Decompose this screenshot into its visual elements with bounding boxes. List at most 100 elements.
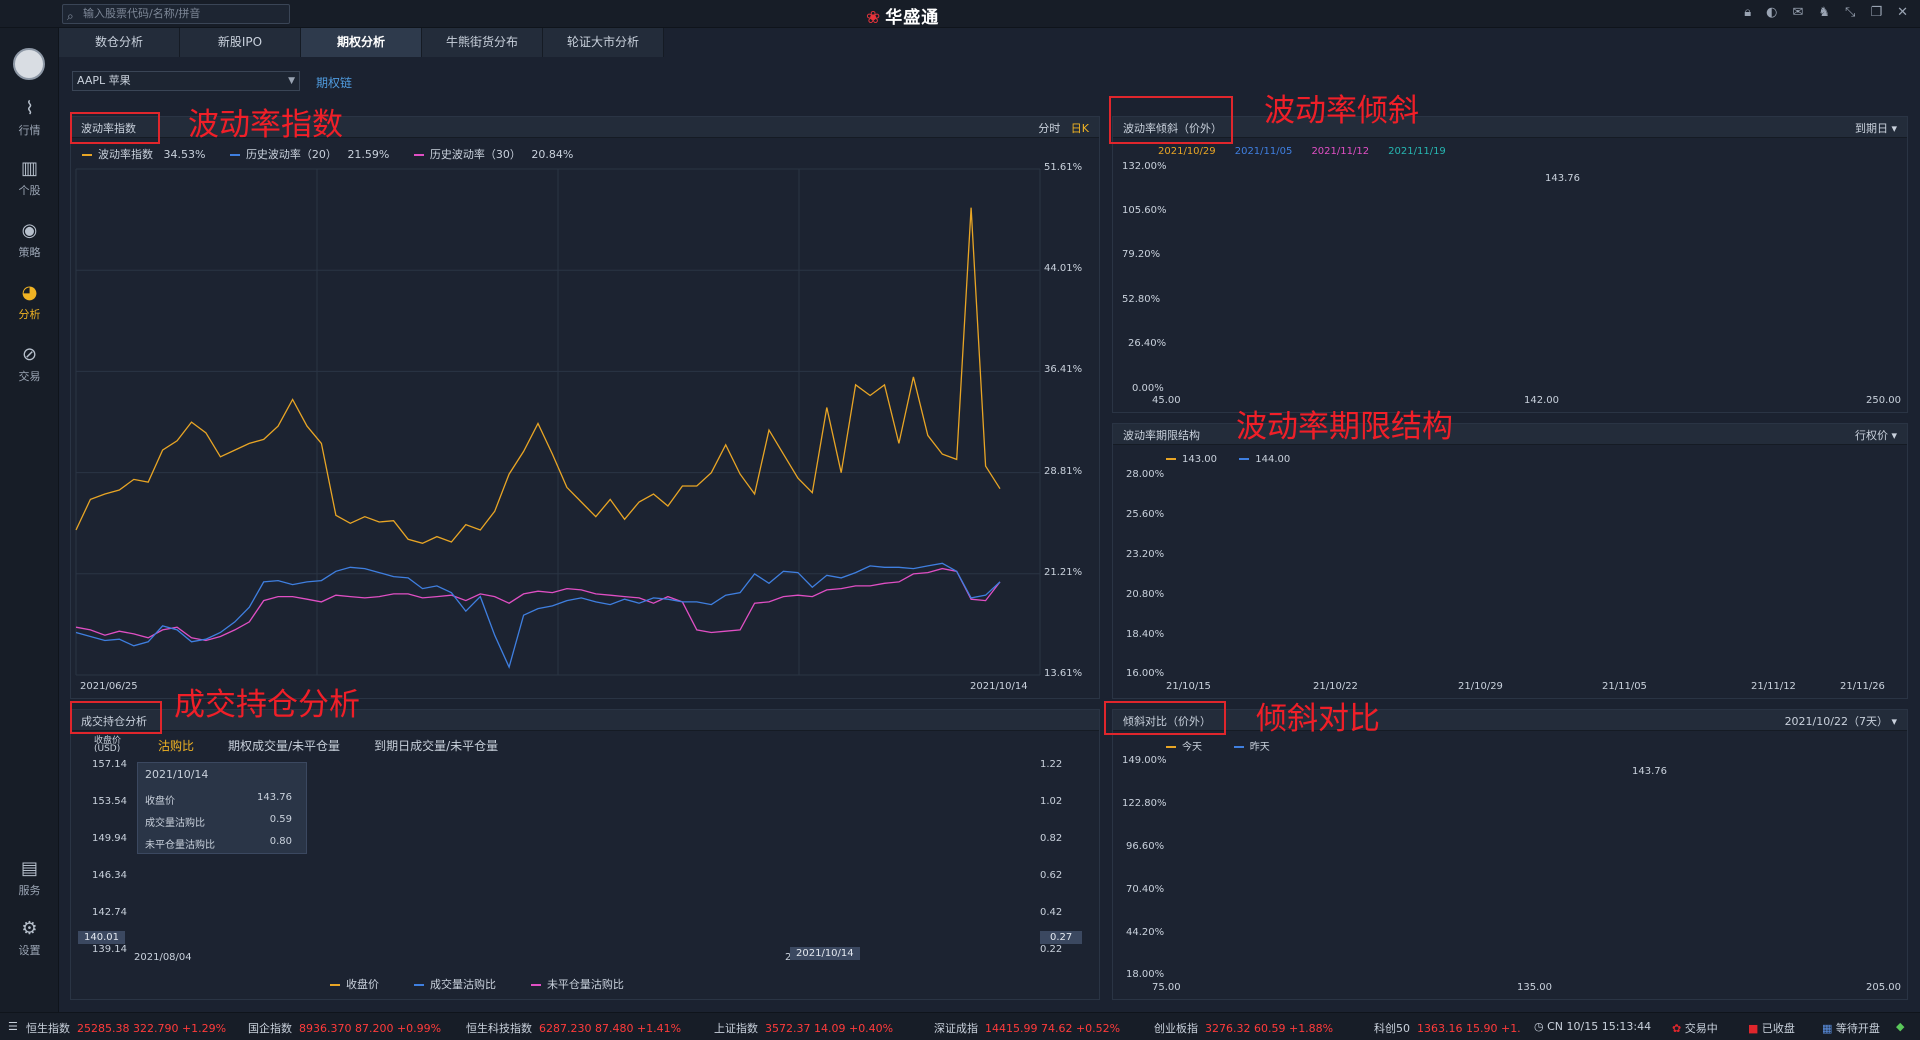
index-hscei[interactable]: 国企指数 8936.370 87.200 +0.99% — [248, 1020, 441, 1036]
skew-compare-title: 倾斜对比（价外） — [1123, 715, 1211, 728]
index-name: 科创50 — [1374, 1022, 1410, 1035]
tab-warehouse[interactable]: 数仓分析 — [59, 28, 180, 57]
expiry-dropdown[interactable]: 到期日 ▾ — [1855, 120, 1897, 136]
option-chain-link[interactable]: 期权链 — [316, 76, 353, 90]
restore-icon[interactable]: ❐ — [1870, 5, 1883, 20]
y-tick: 28.81% — [1044, 466, 1083, 477]
period-day-button[interactable]: 日K — [1070, 122, 1089, 135]
shrink-icon[interactable]: ⤡ — [1845, 5, 1856, 20]
index-hstech[interactable]: 恒生科技指数 6287.230 87.480 +1.41% — [466, 1020, 681, 1036]
shirt-icon[interactable]: ♞ — [1818, 5, 1831, 20]
avatar[interactable] — [13, 48, 45, 80]
sidebar-item-stock[interactable]: ▥ 个股 — [0, 158, 59, 198]
index-value: 3572.37 14.09 +0.40% — [765, 1022, 894, 1035]
volume-title: 成交持仓分析 — [81, 715, 147, 728]
sidebar-item-service[interactable]: ▤ 服务 — [0, 858, 59, 898]
menu-icon[interactable]: ☰ — [8, 1020, 18, 1033]
x-tick: 142.00 — [1524, 395, 1559, 406]
sidebar-item-market[interactable]: ⌇ 行情 — [0, 98, 59, 138]
index-hsi[interactable]: 恒生指数 25285.38 322.790 +1.29% — [26, 1020, 226, 1036]
sidebar-item-trade[interactable]: ⊘ 交易 — [0, 344, 59, 384]
chart-tooltip: 2021/10/14 收盘价 143.76 成交量沽购比 0.59 未平仓量沽购比 0… — [137, 762, 307, 854]
tab-put-call-ratio[interactable]: 沽购比 — [158, 739, 195, 753]
sidebar-item-settings[interactable]: ⚙ 设置 — [0, 918, 59, 958]
term-panel: 波动率期限结构 行权价 ▾ — [1112, 423, 1908, 699]
tab-warrants[interactable]: 轮证大市分析 — [543, 28, 664, 57]
x-tick: 2021/06/25 — [80, 681, 138, 692]
connection-icon: ◆ — [1896, 1020, 1905, 1033]
series-line-1 — [75, 562, 1001, 669]
legend-name: 2021/11/12 — [1311, 146, 1370, 157]
sidebar-item-label: 策略 — [18, 246, 41, 259]
tooltip-date-text: 2021/10/14 — [145, 768, 209, 781]
y-tick: 51.61% — [1044, 162, 1083, 173]
lock-icon[interactable]: 🔒︎ — [1744, 5, 1752, 20]
tab-expiry-volume[interactable]: 到期日成交量/未平仓量 — [374, 739, 499, 753]
symbol-select[interactable]: AAPL 苹果 ▼ — [72, 71, 300, 91]
annotation-label: 波动率指数 — [188, 107, 343, 143]
annotation-label: 波动率倾斜 — [1264, 93, 1419, 129]
y-tick-right: 1.02 — [1040, 796, 1063, 807]
index-value: 1363.16 15.90 +1. — [1417, 1022, 1521, 1035]
document-icon: ▤ — [20, 858, 38, 879]
index-sse[interactable]: 上证指数 3572.37 14.09 +0.40% — [714, 1020, 893, 1036]
index-star50[interactable]: 科创50 1363.16 15.90 +1. — [1374, 1020, 1521, 1036]
tab-options[interactable]: 期权分析 — [301, 28, 422, 57]
chart-line-icon: ⌇ — [25, 98, 34, 119]
x-tick: 21/10/29 — [1458, 681, 1503, 692]
index-chinext[interactable]: 创业板指 3276.32 60.59 +1.88% — [1154, 1020, 1333, 1036]
sidebar-item-analysis[interactable]: ◕ 分析 — [0, 282, 59, 322]
tooltip-label: 成交量沽购比 — [145, 818, 205, 829]
x-tick: 2021/08/04 — [134, 952, 192, 963]
x-tick: 205.00 — [1866, 982, 1901, 993]
index-szse[interactable]: 深证成指 14415.99 74.62 +0.52% — [934, 1020, 1120, 1036]
series-line-0 — [75, 207, 1001, 544]
price-marker-label: 143.76 — [1632, 766, 1667, 777]
y-tick: 157.14 — [92, 759, 127, 770]
tab-option-volume[interactable]: 期权成交量/未平仓量 — [228, 739, 341, 753]
y-tick: 149.00% — [1122, 755, 1167, 766]
sidebar-item-strategy[interactable]: ◉ 策略 — [0, 220, 59, 260]
legend-swatch — [413, 984, 424, 986]
index-name: 上证指数 — [714, 1022, 758, 1035]
mail-icon[interactable]: ✉ — [1792, 5, 1804, 20]
search-input[interactable]: ⌕ 输入股票代码/名称/拼音 — [62, 4, 290, 24]
y-tick: 122.80% — [1122, 798, 1167, 809]
legend-name: 波动率指数 — [98, 148, 153, 161]
market-status-hk: ✿ 交易中 — [1672, 1020, 1718, 1036]
series-line-2 — [75, 567, 1001, 642]
title-bar: ⌕ 输入股票代码/名称/拼音 ❀ 华盛通 🔒︎ ◐ ✉ ♞ ⤡ ❐ ✕ — [0, 0, 1920, 28]
x-tick: 75.00 — [1152, 982, 1181, 993]
period-minute-button[interactable]: 分时 — [1038, 122, 1061, 135]
index-value: 14415.99 74.62 +0.52% — [985, 1022, 1121, 1035]
legend-name: 昨天 — [1249, 742, 1270, 753]
sidebar-item-label: 行情 — [18, 124, 41, 137]
term-header: 波动率期限结构 行权价 ▾ — [1113, 424, 1907, 445]
index-value: 25285.38 322.790 +1.29% — [77, 1022, 227, 1035]
strike-dropdown-label: 行权价 — [1854, 429, 1888, 442]
y-tick-right: 0.42 — [1040, 907, 1063, 918]
y-tick: 36.41% — [1044, 364, 1083, 375]
legend-name: 144.00 — [1255, 454, 1291, 465]
chevron-down-icon: ▾ — [1891, 429, 1897, 442]
tab-bull-bear[interactable]: 牛熊街货分布 — [422, 28, 543, 57]
market-status-text: 等待开盘 — [1835, 1022, 1880, 1035]
close-icon[interactable]: ✕ — [1897, 5, 1908, 20]
index-name: 恒生指数 — [26, 1022, 70, 1035]
strike-dropdown[interactable]: 行权价 ▾ — [1855, 427, 1897, 443]
skew-compare-panel: 倾斜对比（价外） 2021/10/22（7天） ▾ — [1112, 709, 1908, 1000]
headset-icon[interactable]: ◐ — [1766, 5, 1778, 20]
y-tick: 21.21% — [1044, 567, 1083, 578]
legend-name: 历史波动率（30） — [429, 148, 521, 161]
crosshair-right-value: 0.27 — [1040, 931, 1083, 944]
tab-ipo[interactable]: 新股IPO — [180, 28, 301, 57]
y-tick: 139.14 — [92, 944, 127, 955]
skew-title: 波动率倾斜（价外） — [1123, 122, 1222, 135]
skew-compare-header: 倾斜对比（价外） 2021/10/22（7天） ▾ — [1113, 710, 1907, 731]
expiry-date-dropdown[interactable]: 2021/10/22（7天） ▾ — [1785, 713, 1897, 729]
volume-legend: 收盘价 成交量沽购比 未平仓量沽购比 — [330, 976, 624, 992]
legend-swatch — [1166, 458, 1176, 460]
logo-text: 华盛通 — [885, 8, 940, 28]
y-tick: 26.40% — [1128, 338, 1167, 349]
tooltip-row: 未平仓量沽购比 0.80 — [145, 836, 292, 851]
